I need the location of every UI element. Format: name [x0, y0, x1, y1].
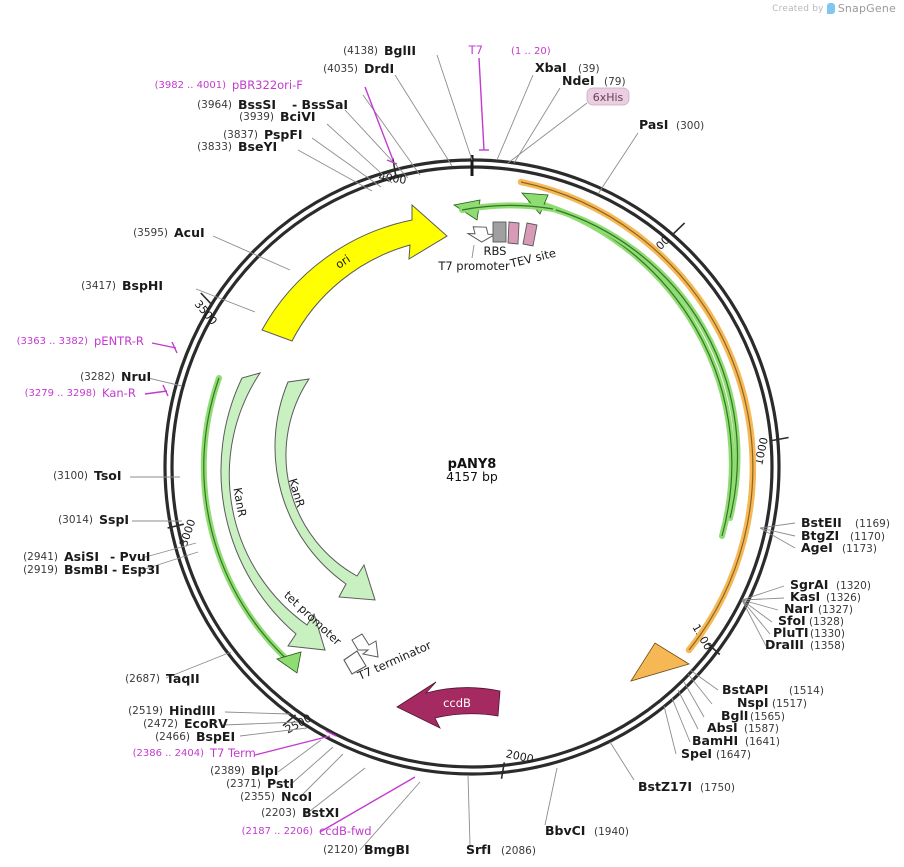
feature-tev-site: TEV site: [507, 221, 558, 271]
credit-brand: SnapGene: [837, 2, 896, 15]
feature-label-kanr-outer: KanR: [230, 486, 249, 518]
plasmid-center-label: pANY8 4157 bp: [446, 457, 498, 484]
feature-rbs: RBS: [484, 221, 507, 258]
tick-label-1000: 1000: [752, 436, 771, 466]
feature-6xhis-tag: 6xHis: [507, 87, 630, 164]
tick-label-2000: 2000: [505, 747, 535, 766]
plasmid-name: pANY8: [448, 457, 497, 472]
feature-t7-promoter: T7 promoter: [437, 226, 510, 273]
feature-kanr-inner: KanR: [274, 378, 376, 601]
feature-label-ori: ori: [333, 252, 353, 272]
credit-prefix: Created by: [772, 3, 824, 14]
feature-ccdb: ccdB: [396, 681, 501, 729]
leader-lines-right: [467, 74, 796, 846]
feature-label-t7-promoter: T7 promoter: [437, 259, 510, 273]
green-feature-arcs: [200, 192, 741, 674]
feature-label-ccdb: ccdB: [443, 696, 471, 710]
feature-kanr-outer: KanR: [220, 372, 326, 651]
feature-label-rbs: RBS: [484, 244, 507, 258]
orange-feature-arc: [517, 178, 757, 682]
feature-ori: ori: [261, 203, 448, 342]
feature-label-tev-site: TEV site: [508, 246, 558, 271]
feature-t7-terminator: T7 terminator: [343, 638, 434, 683]
tick-label-4000: 4000: [378, 170, 408, 187]
primer-leader-lines: [144, 57, 489, 833]
leader-lines-left: [130, 54, 473, 851]
snapgene-logo-icon: [826, 3, 835, 14]
plasmid-size: 4157 bp: [446, 469, 498, 484]
snapgene-credit: Created by SnapGene: [772, 2, 896, 15]
tick-label-2500: 2500: [283, 711, 314, 736]
feature-label-6xhis: 6xHis: [593, 91, 624, 104]
